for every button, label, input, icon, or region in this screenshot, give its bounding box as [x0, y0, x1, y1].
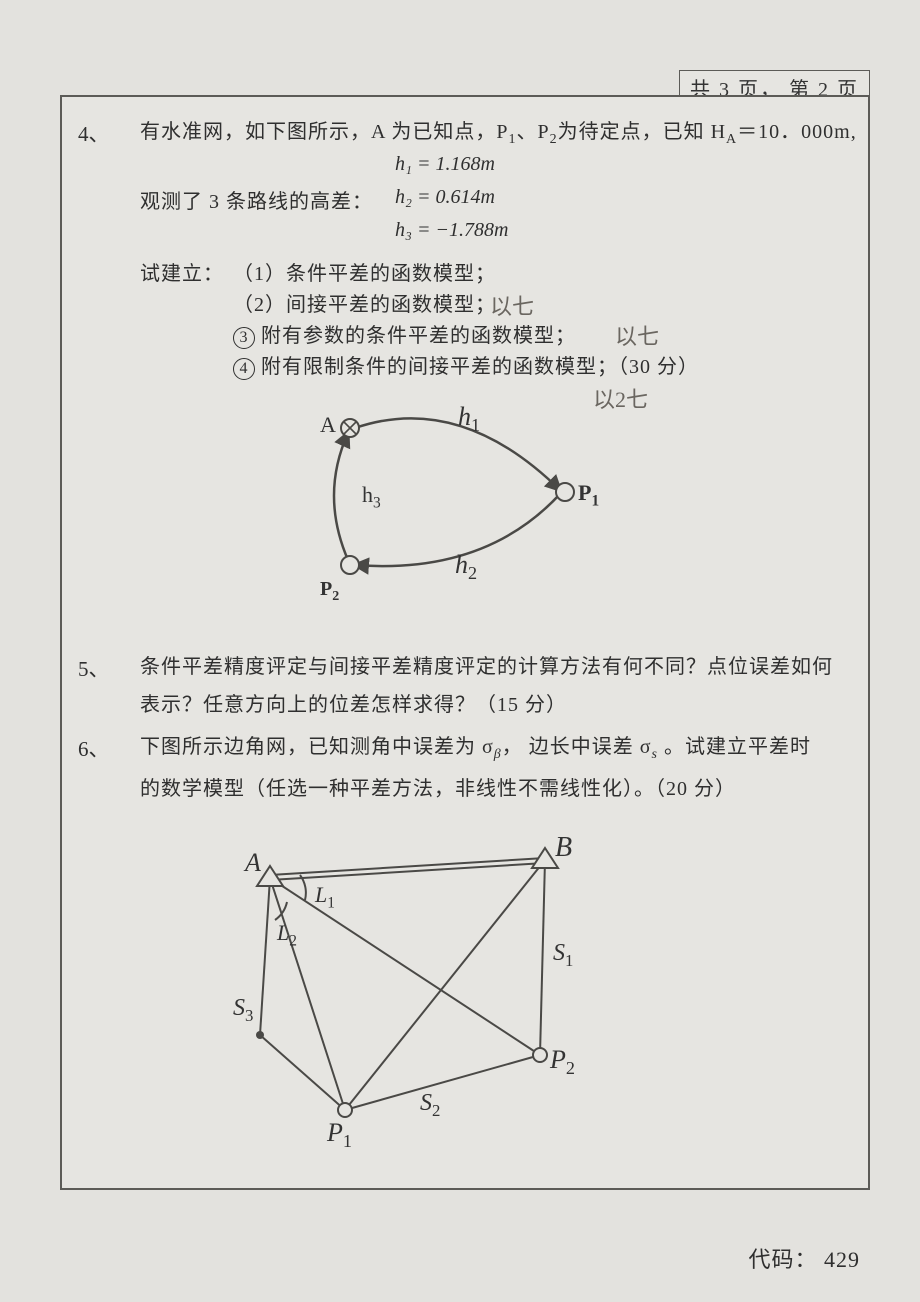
q4-t3-txt: 附有参数的条件平差的函数模型；	[261, 325, 576, 347]
q5-text: 条件平差精度评定与间接平差精度评定的计算方法有何不同？点位误差如何表示？任意方向…	[140, 648, 850, 724]
q4-obs-label: 观测了 3 条路线的高差：	[140, 183, 373, 221]
q5-number: 5、	[78, 653, 110, 683]
q6-S3: S3	[233, 995, 253, 1026]
q4-l1-d: ＝10．000m,	[737, 121, 857, 143]
q6-l1a: 下图所示边角网，已知测角中误差为 σ	[140, 736, 494, 758]
q6-L2: L2	[277, 920, 297, 950]
q6-B: B	[555, 832, 572, 864]
q4-P1: P1	[578, 480, 599, 510]
q4-t3-num: 3	[233, 327, 255, 349]
q6-S2: S2	[420, 1090, 440, 1121]
q6-diagram: A B P1 P2 L1 L2 S1 S2 S3	[215, 820, 625, 1160]
q4-line1: 有水准网，如下图所示，A 为已知点，P1、P2为待定点，已知 HA＝10．000…	[140, 113, 860, 154]
exam-page: 共 3 页， 第 2 页 4、 有水准网，如下图所示，A 为已知点，P1、P2为…	[0, 0, 920, 1302]
q4-h3: h₃ = −1.788m	[395, 219, 508, 242]
q4-t4-txt: 附有限制条件的间接平差的函数模型；（30 分）	[261, 356, 699, 378]
q6-P1: P1	[327, 1118, 352, 1152]
q6-S1: S1	[553, 940, 573, 971]
q6-number: 6、	[78, 733, 110, 763]
q6-line1: 下图所示边角网，已知测角中误差为 σβ， 边长中误差 σs 。试建立平差时	[140, 728, 860, 769]
q4-h1: h₁ = 1.168m	[395, 153, 495, 176]
q6-P2: P2	[550, 1045, 575, 1079]
q6-A: A	[245, 848, 261, 878]
q4-l1-c: 为待定点，已知 H	[558, 121, 726, 143]
q4-h3-lab: h3	[362, 482, 381, 512]
q4-tasks-label: 试建立：	[140, 255, 224, 293]
q6-l1b: ， 边长中误差 σ	[502, 736, 652, 758]
q4-diagram: A P1 P2 h1 h2 h3	[280, 400, 610, 610]
q6-L1: L1	[315, 882, 335, 912]
q4-hand3: 以七	[615, 319, 659, 351]
q4-number: 4、	[78, 118, 110, 148]
code-footer: 代码： 429	[748, 1242, 860, 1274]
q4-t4-num: 4	[233, 358, 255, 380]
q4-l1-a: 有水准网，如下图所示，A 为已知点，P	[140, 121, 508, 143]
q4-h1-lab: h1	[458, 402, 480, 436]
q4-t4: 4 附有限制条件的间接平差的函数模型；（30 分）	[233, 348, 699, 386]
q4-l1-b: 、P	[516, 121, 549, 143]
q4-P2: P2	[320, 578, 339, 605]
q6-l1c: 。试建立平差时	[658, 736, 811, 758]
q4-h2-lab: h2	[455, 550, 477, 584]
q4-h2: h₂ = 0.614m	[395, 186, 495, 209]
q4-A: A	[320, 412, 336, 438]
q6-line2: 的数学模型（任选一种平差方法，非线性不需线性化）。（20 分）	[140, 770, 860, 808]
